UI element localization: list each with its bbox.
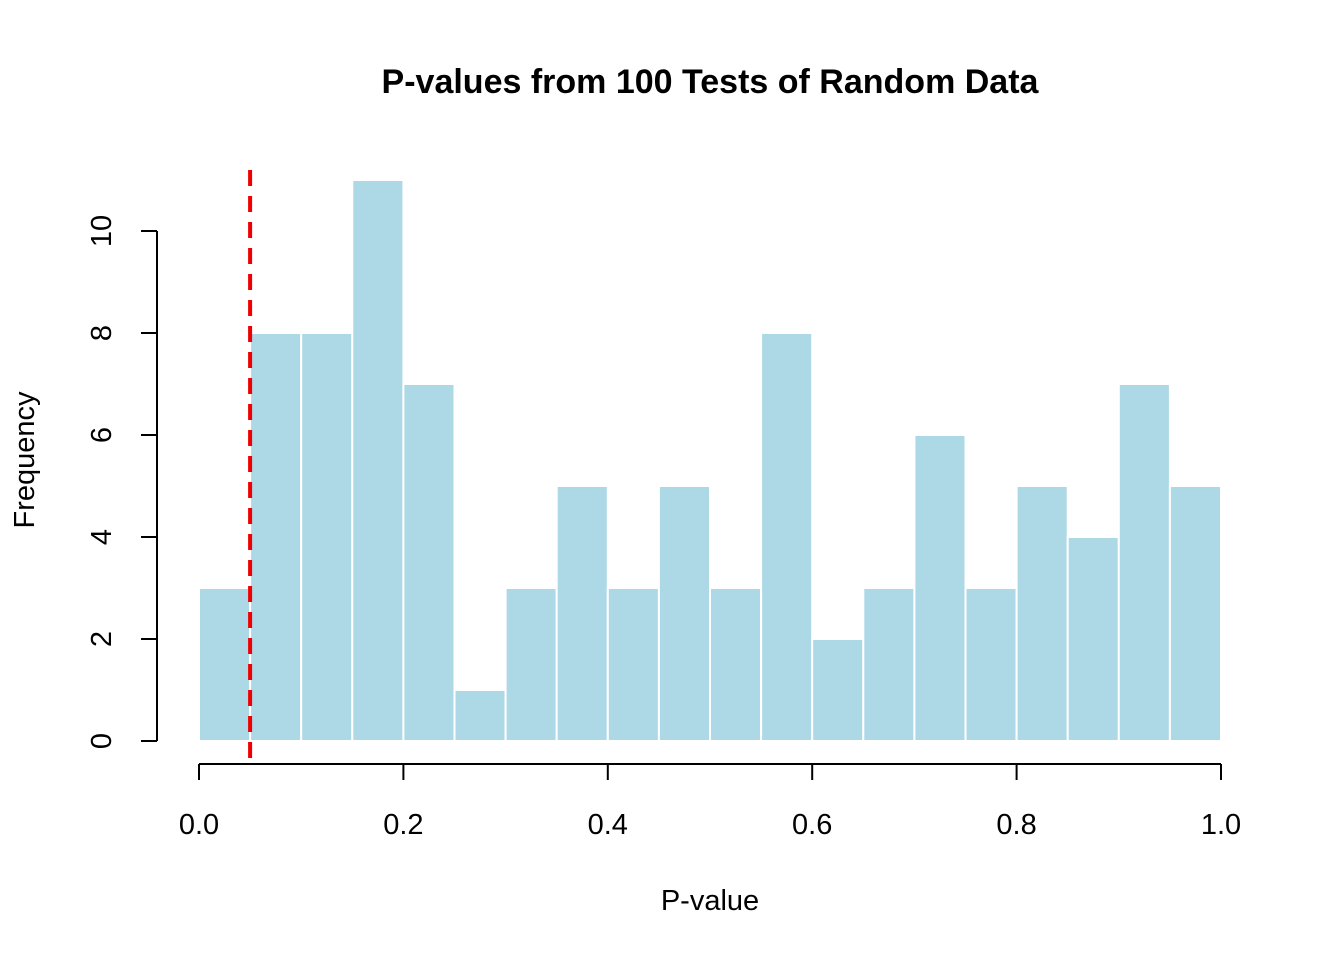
- histogram-bar: [504, 587, 558, 742]
- histogram-bar: [657, 485, 712, 742]
- y-tick-label: 0: [86, 733, 118, 749]
- histogram-bar: [351, 179, 405, 742]
- bars-group: [198, 179, 1223, 742]
- y-axis: 0 2 4 6 8 10: [86, 215, 158, 749]
- y-tick-label: 6: [86, 427, 118, 443]
- y-tick-label: 10: [86, 215, 118, 247]
- histogram-bar: [1015, 485, 1069, 742]
- y-tick-label: 4: [86, 529, 118, 545]
- histogram-bar: [249, 332, 303, 742]
- x-tick-label: 0.8: [996, 809, 1036, 841]
- histogram-bar: [1066, 536, 1120, 742]
- y-tick-label: 2: [86, 631, 118, 647]
- histogram-bar: [555, 485, 609, 742]
- x-axis-title: P-value: [661, 885, 759, 917]
- histogram-bar: [453, 689, 507, 742]
- x-tick-label: 0.2: [383, 809, 423, 841]
- y-axis-title: Frequency: [9, 391, 41, 529]
- x-tick-label: 0.6: [792, 809, 832, 841]
- histogram-bar: [300, 332, 354, 742]
- chart-title: P-values from 100 Tests of Random Data: [382, 63, 1040, 101]
- y-tick-label: 8: [86, 325, 118, 341]
- histogram-bar: [606, 587, 660, 742]
- histogram-bar: [402, 383, 456, 742]
- x-tick-label: 0.4: [588, 809, 628, 841]
- histogram-bar: [913, 434, 967, 742]
- x-axis: 0.0 0.2 0.4 0.6 0.8 1.0: [179, 763, 1241, 841]
- x-tick-label: 0.0: [179, 809, 219, 841]
- histogram-bar: [760, 332, 814, 742]
- histogram-bar: [811, 638, 865, 742]
- histogram-bar: [1117, 383, 1171, 742]
- histogram-bar: [862, 587, 916, 742]
- histogram-bar: [709, 587, 763, 742]
- histogram-bar: [964, 587, 1018, 742]
- histogram-bar: [198, 587, 252, 742]
- x-tick-label: 1.0: [1201, 809, 1241, 841]
- histogram-bar: [1168, 485, 1223, 742]
